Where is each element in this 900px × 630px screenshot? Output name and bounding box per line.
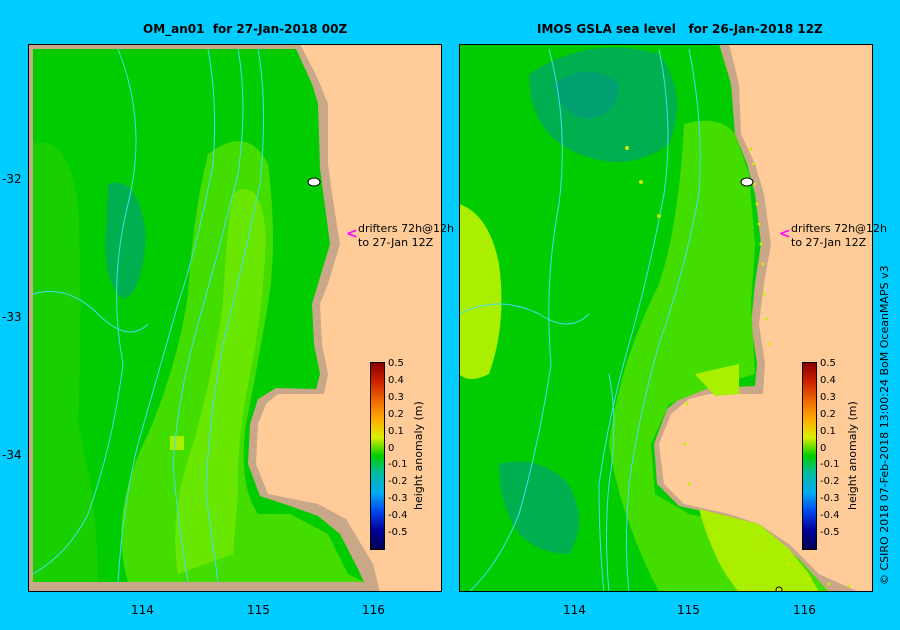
map-frame <box>459 44 873 592</box>
anomaly-patch-high <box>699 509 819 592</box>
right-colorbar-label: height anomaly (m) <box>846 401 859 510</box>
right-drifter-note: drifters 72h@12h to 27-Jan 12Z <box>791 222 887 250</box>
lon-tick-label: 116 <box>362 603 385 617</box>
drifter-note-line: drifters 72h@12h <box>358 222 455 235</box>
colorbar-tick: 0.2 <box>388 408 404 420</box>
colorbar-tick: -0.4 <box>388 510 408 522</box>
left-colorbar-label: height anomaly (m) <box>412 401 425 510</box>
anomaly-low-core <box>554 71 619 119</box>
drifter-tracks <box>625 146 851 588</box>
anomaly-patch-high <box>459 204 502 379</box>
colorbar-tick: -0.1 <box>388 459 408 471</box>
colorbar-tick: 0.2 <box>820 408 836 420</box>
left-sea-level-map <box>28 44 442 592</box>
right-sea-level-map <box>459 44 873 592</box>
colorbar-tick: 0.1 <box>388 425 404 437</box>
colorbar-tick: -0.3 <box>820 493 840 505</box>
drifter-note-line: to 27-Jan 12Z <box>791 236 867 249</box>
drifter-arrow-icon: < <box>779 226 791 242</box>
colorbar-tick: 0.3 <box>820 391 836 403</box>
right-colorbar <box>802 362 817 550</box>
left-drifter-note: drifters 72h@12h to 27-Jan 12Z <box>358 222 454 250</box>
colorbar-tick: 0.3 <box>388 391 404 403</box>
colorbar-tick: 0 <box>388 442 395 454</box>
left-map-title: OM_an01 for 27-Jan-2018 00Z <box>143 22 348 36</box>
island-marker <box>307 177 321 187</box>
drifter-note-line: drifters 72h@12h <box>791 222 888 235</box>
island-marker <box>740 177 754 187</box>
anomaly-low <box>499 461 579 554</box>
colorbar-tick: 0.4 <box>388 374 404 386</box>
right-colorbar-ticks: 0.5 0.4 0.3 0.2 0.1 0 -0.1 -0.2 -0.3 -0.… <box>820 356 840 542</box>
drifter-marker <box>775 586 783 592</box>
lat-tick-label: -34 <box>2 448 22 462</box>
anomaly-low <box>105 182 146 299</box>
colorbar-tick: 0.5 <box>388 358 404 369</box>
left-colorbar-ticks: 0.5 0.4 0.3 0.2 0.1 0 -0.1 -0.2 -0.3 -0.… <box>388 356 408 542</box>
depth-contours <box>459 48 701 592</box>
anomaly-band-high <box>175 189 266 574</box>
anomaly-patch-high <box>695 364 739 396</box>
lon-tick-label: 115 <box>247 603 270 617</box>
left-colorbar <box>370 362 385 550</box>
depth-contours <box>32 48 265 583</box>
colorbar-tick: -0.2 <box>820 476 840 488</box>
drifter-note-line: to 27-Jan 12Z <box>358 236 434 249</box>
colorbar-tick: 0 <box>820 442 827 454</box>
lat-tick-label: -33 <box>2 310 22 324</box>
colorbar-tick: -0.5 <box>820 527 840 539</box>
lon-tick-label: 115 <box>677 603 700 617</box>
colorbar-tick: -0.1 <box>820 459 840 471</box>
colorbar-tick: -0.4 <box>820 510 840 522</box>
lat-tick-label: -32 <box>2 172 22 186</box>
anomaly-band <box>33 142 98 582</box>
colorbar-tick: 0.4 <box>820 374 836 386</box>
anomaly-patch <box>170 436 184 450</box>
colorbar-tick: -0.2 <box>388 476 408 488</box>
drifter-arrow-icon: < <box>346 226 358 242</box>
right-map-title: IMOS GSLA sea level for 26-Jan-2018 12Z <box>537 22 823 36</box>
colorbar-tick: 0.5 <box>820 358 836 369</box>
lon-tick-label: 116 <box>793 603 816 617</box>
credit-text: © CSIRO 2018 07-Feb-2018 13:00:24 BoM Oc… <box>878 265 891 585</box>
colorbar-tick: -0.5 <box>388 527 408 539</box>
anomaly-band-positive <box>609 120 829 592</box>
lon-tick-label: 114 <box>563 603 586 617</box>
lon-tick-label: 114 <box>131 603 154 617</box>
colorbar-tick: 0.1 <box>820 425 836 437</box>
map-frame <box>28 44 442 592</box>
colorbar-tick: -0.3 <box>388 493 408 505</box>
